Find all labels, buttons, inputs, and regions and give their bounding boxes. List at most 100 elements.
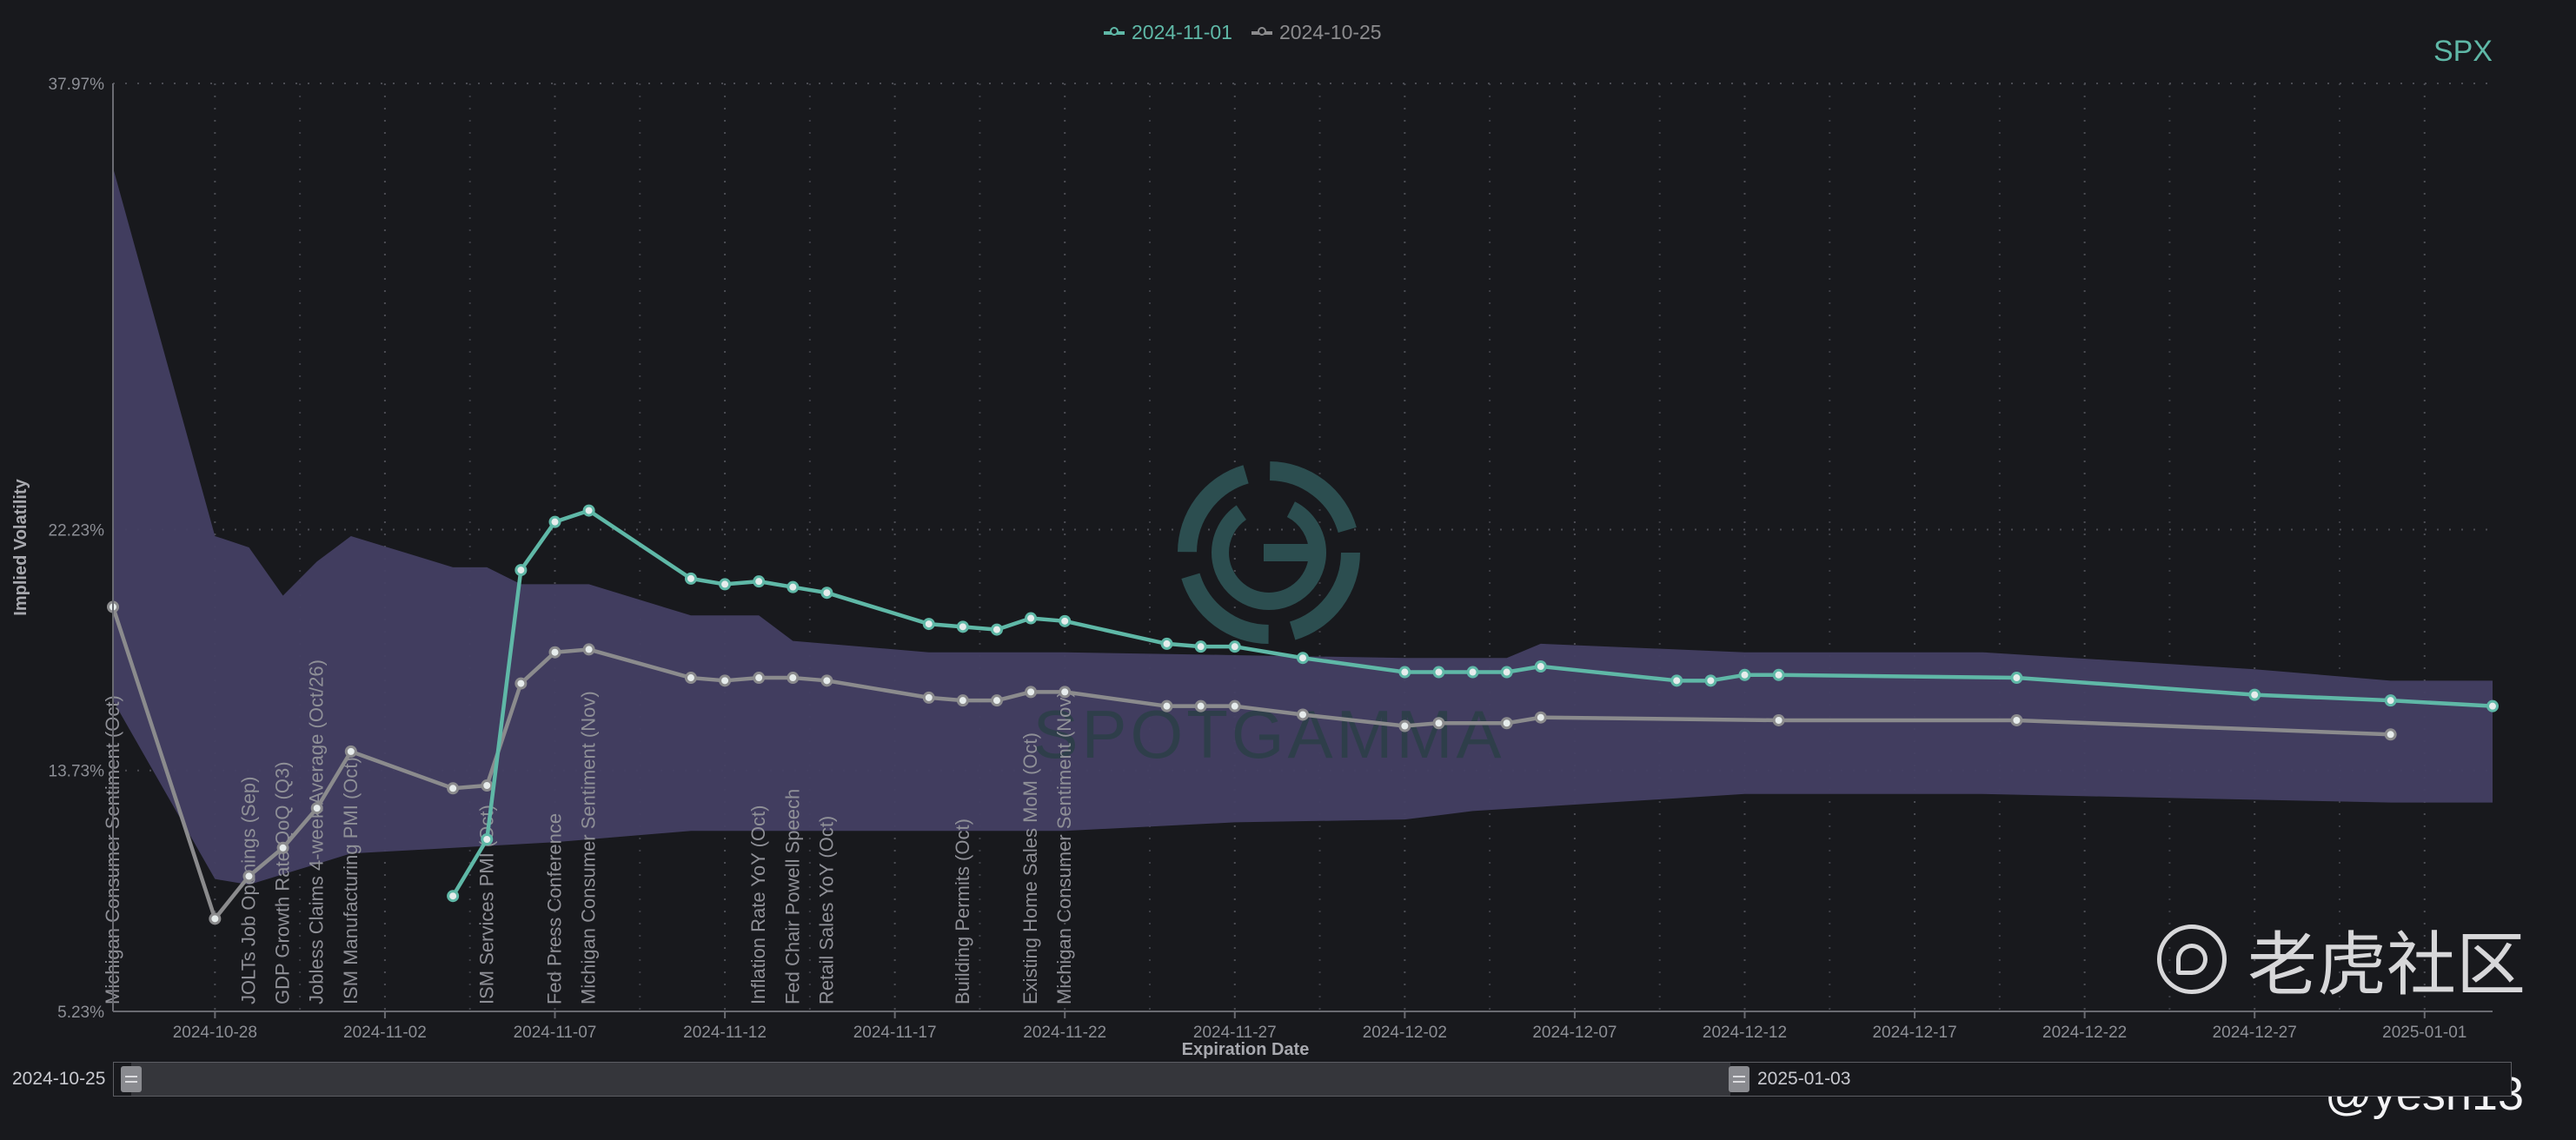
y-axis-title: Implied Volatility [11, 478, 30, 615]
y-tick-label: 37.97% [49, 76, 105, 94]
grid-lines [113, 83, 2493, 1012]
series-point [684, 672, 697, 685]
series-point [582, 643, 595, 656]
event-annotation-label: Jobless Claims 4-week Average (Oct/26) [306, 659, 328, 1004]
series-point [990, 694, 1003, 707]
series-point [820, 587, 833, 600]
series-point [1228, 699, 1241, 712]
series-point [2384, 728, 2397, 741]
x-tick-label: 2024-12-02 [1363, 1024, 1447, 1042]
series-point [2010, 672, 2023, 685]
logo-bar-icon [1264, 544, 1319, 561]
series-point [1160, 637, 1173, 650]
event-annotation-label: ISM Manufacturing PMI (Oct) [340, 757, 362, 1004]
series-point [922, 618, 935, 631]
event-annotation-label: Fed Chair Powell Speech [781, 789, 803, 1004]
series-point [1398, 666, 1411, 679]
series-point [1194, 640, 1207, 653]
x-tick-label: 2024-11-17 [853, 1024, 937, 1042]
event-annotation-label: GDP Growth Rate QoQ (Q3) [272, 761, 294, 1004]
navigator-left-handle[interactable] [121, 1066, 142, 1092]
event-annotation-label: Retail Sales YoY (Oct) [815, 816, 837, 1004]
series-point [684, 572, 697, 585]
series-point [956, 620, 969, 633]
spotgamma-watermark: SPOTGAMMA [1032, 461, 1504, 772]
series-point [1534, 711, 1547, 724]
x-tick-label: 2024-12-27 [2213, 1024, 2297, 1042]
navigator-right-handle[interactable] [1729, 1066, 1749, 1092]
legend-swatch-gray [1251, 26, 1272, 36]
logo-wordmark: SPOTGAMMA [1032, 696, 1504, 772]
series-point [1025, 686, 1038, 699]
event-annotation-label: Fed Press Conference [543, 813, 565, 1004]
series-point [1670, 674, 1683, 687]
series-point [1738, 668, 1751, 681]
series-point [481, 779, 494, 792]
series-point [753, 672, 766, 685]
series-point [310, 802, 323, 815]
x-tick-label: 2024-11-22 [1023, 1024, 1106, 1042]
series-point [2486, 699, 2499, 712]
community-text: 老虎社区 [2247, 925, 2526, 1005]
legend: 2024-11-01 2024-10-25 [1104, 21, 1382, 44]
series-point [481, 832, 494, 845]
series-lines [107, 504, 2499, 925]
legend-swatch-teal [1104, 26, 1125, 36]
event-annotation-label: Michigan Consumer Sentiment (Nov) [578, 691, 600, 1004]
x-axis-title: Expiration Date [1182, 1040, 1310, 1059]
series-point [2248, 688, 2261, 701]
navigator-end-label: 2025-01-03 [1757, 1069, 1851, 1089]
series-point [1025, 612, 1038, 625]
series-point [1297, 708, 1309, 721]
series-point [753, 575, 766, 588]
iv-range-band [113, 167, 2493, 885]
x-tick-label: 2025-01-01 [2382, 1024, 2466, 1042]
series-point [1500, 666, 1513, 679]
y-tick-label: 22.23% [49, 521, 105, 540]
x-tick-label: 2024-12-17 [1872, 1024, 1956, 1042]
event-annotation-label: Inflation Rate YoY (Oct) [747, 805, 769, 1004]
series-point [1432, 717, 1445, 730]
community-watermark: 老虎社区 [2157, 909, 2526, 1010]
series-point [1500, 717, 1513, 730]
tiger-logo-icon [2157, 925, 2227, 994]
series-point [447, 890, 460, 903]
series-point [548, 646, 561, 659]
series-point [209, 912, 222, 925]
x-tick-label: 2024-12-22 [2042, 1024, 2127, 1042]
series-point [2010, 713, 2023, 726]
series-point [548, 515, 561, 528]
series-point [1059, 614, 1072, 627]
series-point [1534, 660, 1547, 673]
series-point [922, 691, 935, 704]
x-tick-label: 2024-10-28 [173, 1024, 257, 1042]
navigator-start-label: 2024-10-25 [12, 1069, 106, 1089]
series-point [1466, 666, 1479, 679]
navigator-selection[interactable] [131, 1063, 1730, 1096]
series-point [447, 782, 460, 795]
series-point [1228, 640, 1241, 653]
legend-item-2024-10-25[interactable]: 2024-10-25 [1251, 21, 1382, 44]
series-point [1704, 674, 1717, 687]
event-annotation-label: Existing Home Sales MoM (Oct) [1019, 732, 1041, 1004]
legend-item-2024-11-01[interactable]: 2024-11-01 [1104, 21, 1232, 44]
series-point [719, 578, 732, 591]
series-point [1772, 668, 1785, 681]
series-point [344, 745, 357, 758]
series-point [1432, 666, 1445, 679]
series-point [787, 672, 800, 685]
event-annotation-label: JOLTs Job Openings (Sep) [237, 777, 259, 1005]
x-tick-label: 2024-11-27 [1193, 1024, 1277, 1042]
series-point [515, 677, 528, 690]
series-point [1772, 713, 1785, 726]
event-annotation-label: Building Permits (Oct) [952, 819, 973, 1004]
series-point [990, 623, 1003, 636]
series-point [820, 674, 833, 687]
series-point [719, 674, 732, 687]
x-tick-label: 2024-12-07 [1532, 1024, 1617, 1042]
series-point [242, 870, 256, 883]
range-navigator[interactable] [113, 1062, 2512, 1097]
series-point [1194, 699, 1207, 712]
y-tick-label: 5.23% [57, 1004, 104, 1022]
